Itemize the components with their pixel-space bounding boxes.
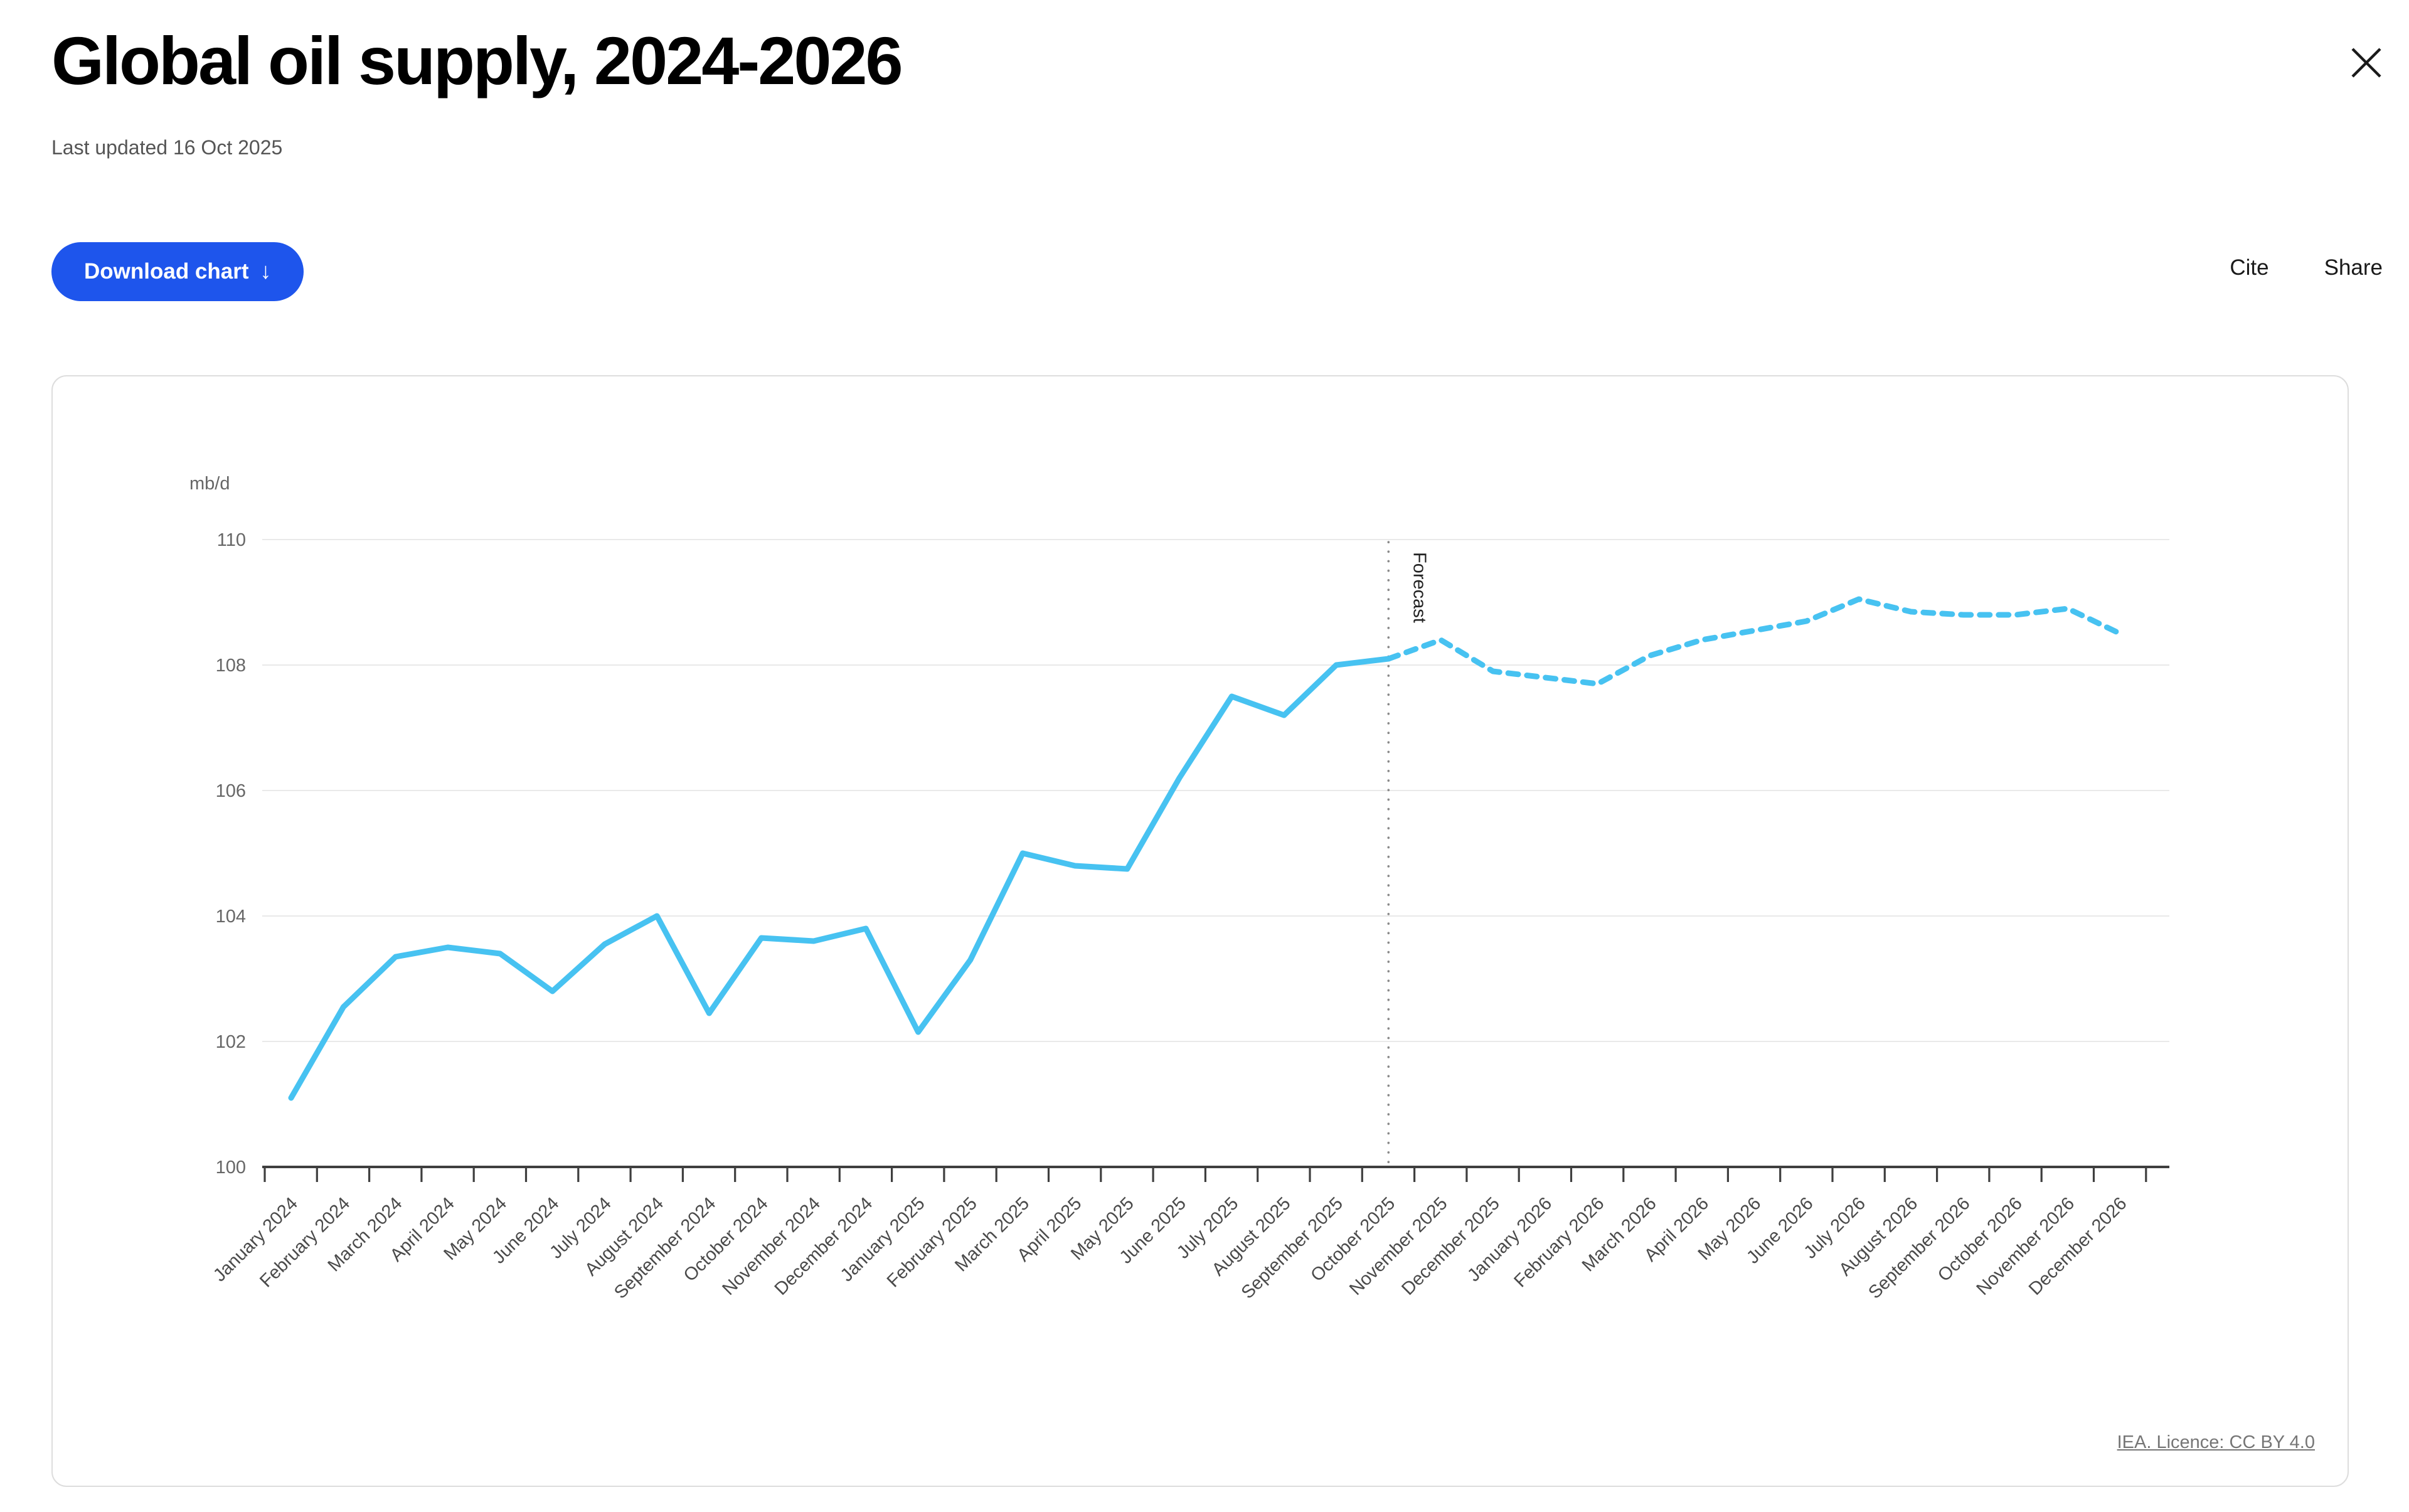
chart-card: 100 102 104 106 108 110 mb/d January 2024 Februa… (51, 375, 2349, 1487)
y-axis-label: 104 (216, 907, 246, 927)
y-axis-unit-label: mb/d (189, 474, 230, 494)
download-chart-label: Download chart (84, 258, 249, 284)
cite-link[interactable]: Cite (2230, 255, 2269, 280)
series-line-forecast (1385, 596, 2124, 687)
toolbar: Download chart ↓ Cite Share (0, 242, 2409, 302)
y-axis-label: 102 (216, 1032, 246, 1052)
y-axis-label: 108 (216, 656, 246, 676)
y-axis-label: 100 (216, 1158, 246, 1178)
licence-link[interactable]: IEA. Licence: CC BY 4.0 (2117, 1433, 2315, 1453)
close-button[interactable] (2349, 45, 2384, 80)
x-axis-label: February 2024 (256, 1193, 354, 1291)
x-axis-label: December 2026 (2025, 1193, 2131, 1299)
close-icon (2351, 48, 2381, 78)
series-line-history (288, 656, 1391, 1101)
share-link[interactable]: Share (2324, 255, 2383, 280)
download-arrow-icon: ↓ (260, 258, 272, 284)
y-axis-label: 106 (216, 781, 246, 801)
y-axis-label: 110 (217, 530, 246, 550)
x-axis-label: February 2026 (1510, 1193, 1608, 1291)
forecast-label: Forecast (1409, 552, 1429, 623)
page-title: Global oil supply, 2024-2026 (51, 24, 903, 99)
download-chart-button[interactable]: Download chart ↓ (51, 242, 304, 301)
last-updated-text: Last updated 16 Oct 2025 (51, 138, 283, 159)
x-axis-label: February 2025 (883, 1193, 981, 1291)
